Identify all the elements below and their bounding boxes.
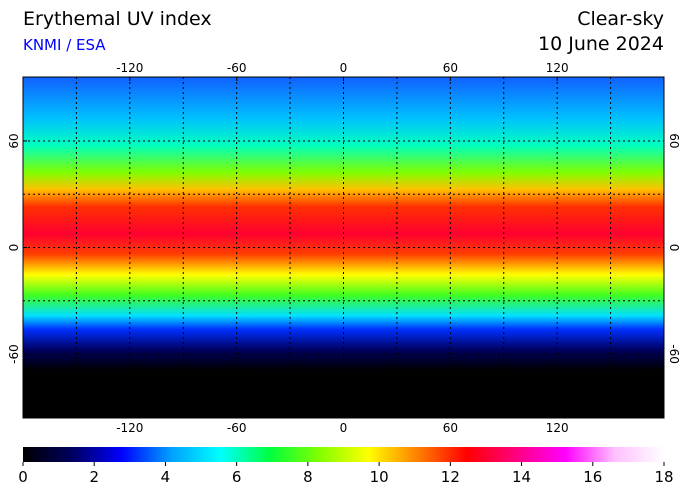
x-tick-label-bottom: -120 (116, 421, 143, 435)
colorbar-tick-label: 4 (161, 468, 171, 486)
colorbar-tick-label: 14 (512, 468, 531, 486)
x-tick-label-top: 60 (443, 61, 458, 75)
title: Erythemal UV index (23, 8, 212, 30)
colorbar-tick-label: 2 (89, 468, 99, 486)
x-tick-label-top: -60 (227, 61, 247, 75)
date: 10 June 2024 (538, 33, 664, 55)
colorbar-tick-label: 6 (232, 468, 242, 486)
x-tick-label-top: 0 (340, 61, 348, 75)
colorbar-tick-label: 8 (303, 468, 313, 486)
y-tick-label-right: 60 (667, 133, 681, 148)
colorbar (23, 447, 664, 462)
y-tick-label-left: 0 (7, 244, 21, 252)
y-tick-label-left: -60 (7, 344, 21, 364)
colorbar-tick-label: 12 (441, 468, 460, 486)
y-tick-label-right: 0 (667, 244, 681, 252)
x-tick-label-bottom: 60 (443, 421, 458, 435)
condition: Clear-sky (577, 8, 664, 30)
x-tick-label-top: -120 (116, 61, 143, 75)
colorbar-tick-label: 0 (18, 468, 28, 486)
x-tick-label-bottom: 0 (340, 421, 348, 435)
x-tick-label-top: 120 (546, 61, 569, 75)
colorbar-tick-label: 18 (654, 468, 673, 486)
colorbar-tick-label: 16 (583, 468, 602, 486)
x-tick-label-bottom: 120 (546, 421, 569, 435)
source: KNMI / ESA (23, 36, 106, 54)
colorbar-tick-label: 10 (370, 468, 389, 486)
y-tick-label-right: -60 (667, 344, 681, 364)
y-tick-label-left: 60 (7, 133, 21, 148)
x-tick-label-bottom: -60 (227, 421, 247, 435)
